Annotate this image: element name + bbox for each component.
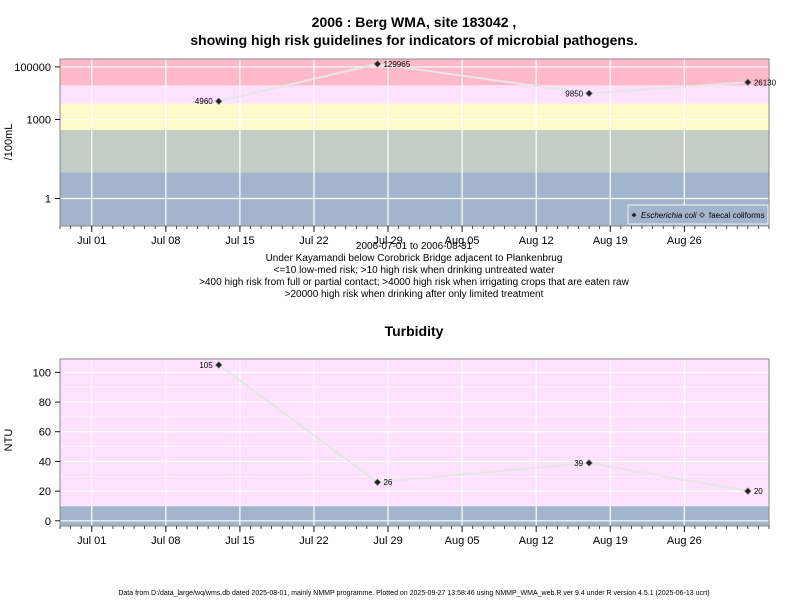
legend-marker-ecoli xyxy=(631,212,637,218)
x-tick-label: Jul 15 xyxy=(225,235,254,247)
data-point xyxy=(585,459,593,467)
legend-marker-faecal xyxy=(699,212,705,218)
data-label: 4960 xyxy=(195,97,213,106)
data-label: 20 xyxy=(754,487,763,496)
x-tick-label: Jul 22 xyxy=(299,535,328,547)
chart-title-line1: 2006 : Berg WMA, site 183042 , xyxy=(312,14,517,30)
y-tick-label: 1 xyxy=(45,193,51,205)
x-tick-label: Jul 01 xyxy=(77,535,106,547)
x-tick-label: Jul 29 xyxy=(373,235,402,247)
data-point xyxy=(215,97,223,105)
x-tick-label: Jul 08 xyxy=(151,235,180,247)
data-point xyxy=(744,78,752,86)
x-tick-label: Jul 15 xyxy=(225,535,254,547)
turbidity-chart: Jul 01 Jul 08 Jul 15 Jul 22 Jul 29 Aug 05 Aug … xyxy=(33,358,770,547)
risk-band xyxy=(60,103,769,131)
turbidity-title: Turbidity xyxy=(385,323,444,339)
data-point xyxy=(373,478,382,486)
x-tick-label: Aug 26 xyxy=(667,535,702,547)
legend-box xyxy=(627,204,769,225)
caption-date-range: 2006-07-01 to 2006-08-31 xyxy=(356,241,473,252)
x-tick-label: Aug 05 xyxy=(445,535,480,547)
data-point xyxy=(373,60,382,68)
series-line xyxy=(218,62,748,103)
x-tick-label: Aug 12 xyxy=(519,235,554,247)
legend-label-faecal: faecal coliforms xyxy=(709,211,765,220)
caption-risk-contact-irrigation: >400 high risk from full or partial cont… xyxy=(199,277,629,288)
x-tick-label: Aug 19 xyxy=(593,235,628,247)
y-tick-label: 100000 xyxy=(14,62,51,74)
x-tick-label: Aug 19 xyxy=(593,535,628,547)
footer-note: Data from D:/data_large/wq/wms.db dated … xyxy=(118,590,709,597)
y-tick-label: 40 xyxy=(39,456,51,468)
turbidity-y-axis-label: NTU xyxy=(3,429,15,452)
risk-band xyxy=(60,359,769,506)
caption-risk-drinking: <=10 low-med risk; >10 high risk when dr… xyxy=(274,265,556,276)
plot-frame xyxy=(59,58,770,227)
legend-label-ecoli: Escherichia coli xyxy=(641,211,697,220)
data-point xyxy=(215,361,223,369)
y-tick-label: 60 xyxy=(39,427,51,439)
data-label: 9850 xyxy=(565,89,583,98)
y-tick-label: 80 xyxy=(39,397,51,409)
caption-risk-limited-treatment: >20000 high risk when drinking after onl… xyxy=(285,289,544,300)
x-tick-label: Jul 22 xyxy=(299,235,328,247)
x-tick-label: Jul 29 xyxy=(373,535,402,547)
y-tick-label: 100 xyxy=(33,367,51,379)
x-tick-label: Aug 05 xyxy=(445,235,480,247)
x-tick-label: Aug 12 xyxy=(519,535,554,547)
risk-band xyxy=(60,130,769,173)
y-tick-label: 0 xyxy=(45,516,51,528)
plot-frame xyxy=(59,358,770,527)
y-tick-label: 20 xyxy=(39,486,51,498)
x-tick-label: Aug 26 xyxy=(667,235,702,247)
data-label: 26130 xyxy=(754,78,777,87)
data-label: 129965 xyxy=(383,60,410,69)
data-label: 26 xyxy=(383,478,392,487)
chart-title-line2: showing high risk guidelines for indicat… xyxy=(190,32,637,48)
data-point xyxy=(585,89,593,98)
series-line xyxy=(218,364,749,493)
y-tick-label: 1000 xyxy=(27,115,51,127)
microbial-y-axis-label: /100mL xyxy=(3,124,15,161)
x-tick-label: Jul 08 xyxy=(151,535,180,547)
data-label: 105 xyxy=(199,361,213,370)
risk-band xyxy=(60,59,769,86)
data-point xyxy=(744,487,752,495)
x-tick-label: Jul 01 xyxy=(77,235,106,247)
risk-band xyxy=(60,85,769,104)
caption-site-description: Under Kayamandi below Corobrick Bridge a… xyxy=(266,253,563,264)
data-label: 39 xyxy=(574,459,583,468)
microbial-chart: Jul 01 Jul 08 Jul 15 Jul 22 Jul 29 Aug 05 Aug … xyxy=(14,58,777,247)
